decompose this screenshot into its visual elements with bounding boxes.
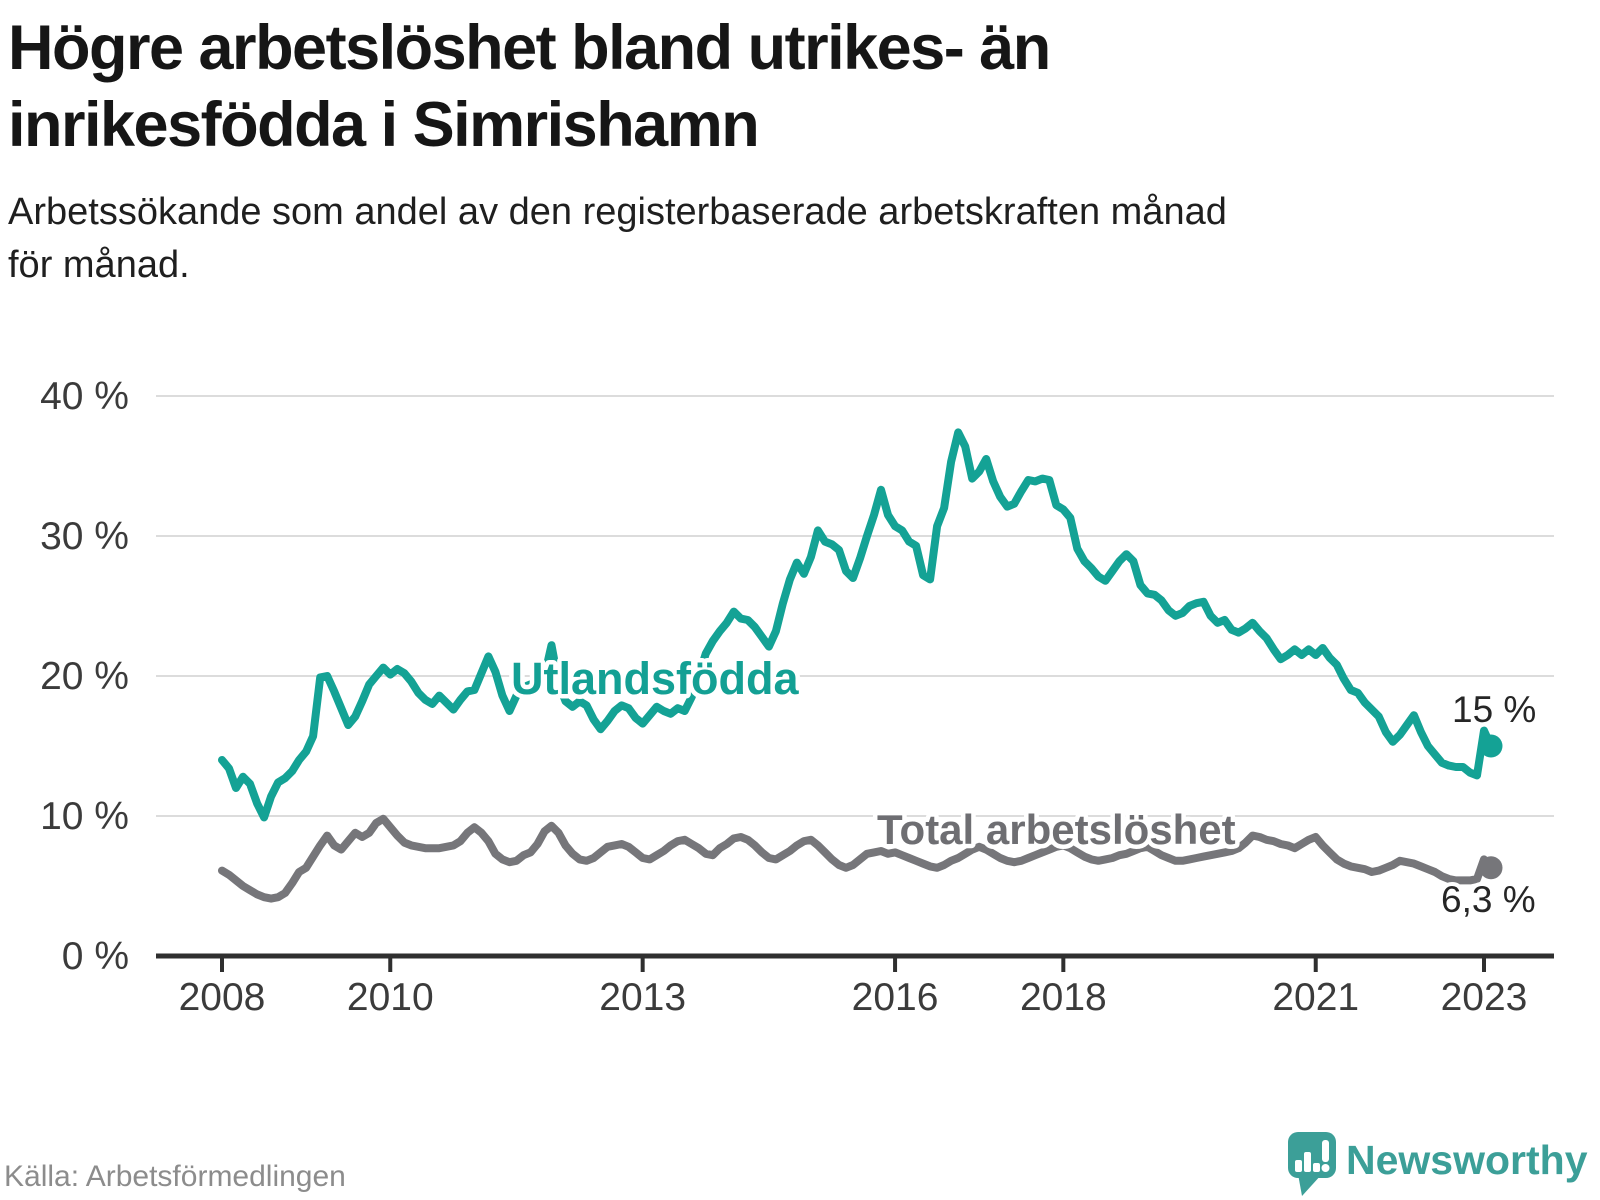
end-dot-total (1479, 856, 1503, 880)
page-title: Högre arbetslöshet bland utrikes- än inr… (8, 10, 1051, 164)
series-line-total (218, 814, 1495, 903)
title-line-1: Högre arbetslöshet bland utrikes- än (8, 13, 1051, 83)
y-tick-label-40: 40 % (40, 375, 129, 418)
x-tick-label-2016: 2016 (852, 976, 939, 1019)
y-tick-label-10: 10 % (40, 795, 129, 838)
end-dot-utlandsfodda (1479, 734, 1503, 758)
subtitle-line-2: för månad. (8, 244, 190, 286)
y-tick-label-0: 0 % (62, 935, 129, 978)
title-line-2: inrikesfödda i Simrishamn (8, 90, 760, 160)
chart-subtitle: Arbetssökande som andel av den registerb… (8, 186, 1227, 292)
series-label-total: Total arbetslöshet (877, 806, 1236, 853)
x-tick-label-2013: 2013 (599, 976, 686, 1019)
y-tick-label-30: 30 % (40, 515, 129, 558)
x-tick-label-2018: 2018 (1020, 976, 1107, 1019)
subtitle-line-1: Arbetssökande som andel av den registerb… (8, 191, 1227, 233)
newsworthy-logo: Newsworthy (1288, 1132, 1588, 1196)
x-tick-label-2021: 2021 (1272, 976, 1359, 1019)
y-tick-label-20: 20 % (40, 655, 129, 698)
series-line-utlandsfodda (218, 428, 1495, 822)
x-tick-label-2008: 2008 (179, 976, 266, 1019)
chart-bubble-icon (1288, 1132, 1336, 1196)
end-value-label-utlandsfodda: 15 % (1452, 689, 1536, 730)
end-value-label-total: 6,3 % (1441, 879, 1536, 920)
logo-text: Newsworthy (1346, 1137, 1588, 1183)
series-label-utlandsfodda: Utlandsfödda (511, 653, 799, 704)
source-note: Källa: Arbetsförmedlingen (4, 1160, 346, 1193)
x-tick-label-2010: 2010 (347, 976, 434, 1019)
x-tick-label-2023: 2023 (1441, 976, 1528, 1019)
